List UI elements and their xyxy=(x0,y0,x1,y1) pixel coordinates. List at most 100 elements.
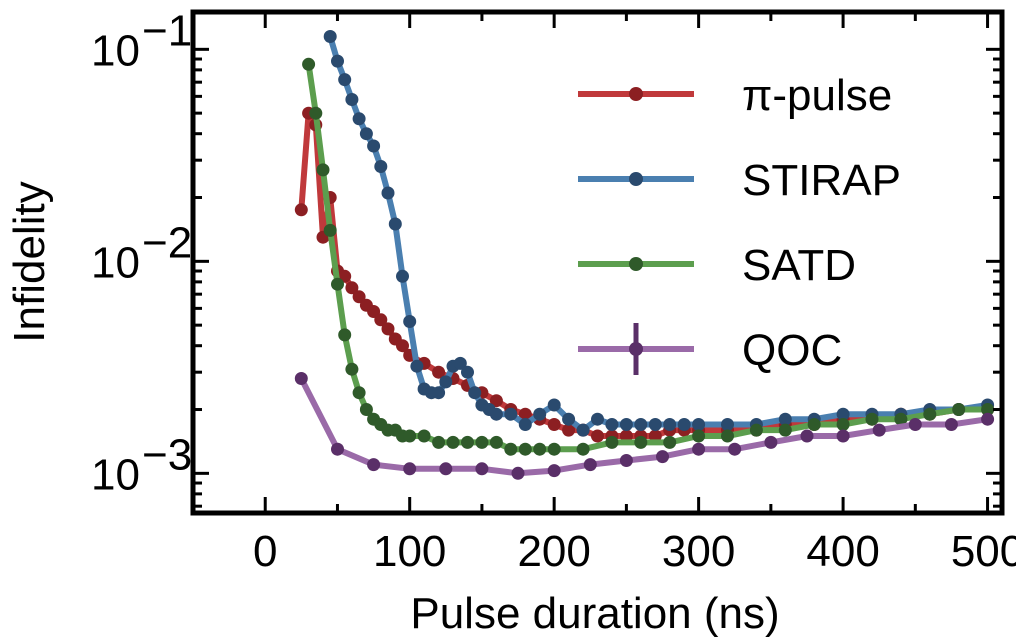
data-point-1-26 xyxy=(533,407,547,421)
legend-label-0: π-pulse xyxy=(742,71,892,120)
data-point-3-16 xyxy=(872,423,886,437)
data-point-2-0 xyxy=(302,57,316,71)
data-point-2-8 xyxy=(359,403,373,416)
data-point-1-40 xyxy=(778,412,792,426)
data-point-2-33 xyxy=(807,418,821,431)
data-point-0-8 xyxy=(352,290,366,304)
data-point-3-0 xyxy=(294,372,308,385)
x-tick-label: 200 xyxy=(517,527,590,576)
data-point-1-10 xyxy=(396,269,409,283)
x-tick-label: 100 xyxy=(373,527,446,576)
data-point-3-9 xyxy=(619,454,633,467)
data-point-2-1 xyxy=(309,106,323,120)
data-point-2-34 xyxy=(836,418,850,431)
data-point-2-6 xyxy=(345,362,359,376)
data-point-1-15 xyxy=(432,386,446,400)
data-point-2-30 xyxy=(721,429,734,443)
y-tick-label-exponent: −3 xyxy=(142,430,192,479)
data-point-2-37 xyxy=(923,407,937,421)
data-point-2-38 xyxy=(952,403,966,416)
data-point-2-4 xyxy=(331,277,344,291)
y-tick-label: 10 xyxy=(91,450,140,499)
data-point-1-19 xyxy=(461,365,474,379)
data-point-2-21 xyxy=(504,442,518,456)
data-point-3-19 xyxy=(981,412,995,426)
legend-label-1: STIRAP xyxy=(742,156,901,205)
data-point-2-17 xyxy=(446,435,460,449)
data-point-0-12 xyxy=(381,322,395,336)
legend-label-3: QOC xyxy=(742,326,842,375)
series-layer xyxy=(294,30,995,480)
y-tick-label-exponent: −1 xyxy=(142,6,192,55)
legend-entry-0: π-pulse xyxy=(578,71,892,120)
data-point-0-21 xyxy=(489,394,503,408)
data-point-3-17 xyxy=(908,418,922,431)
data-point-1-4 xyxy=(352,112,366,126)
legend-marker-1 xyxy=(629,172,643,186)
data-point-1-30 xyxy=(591,412,604,426)
data-point-1-35 xyxy=(663,418,677,431)
data-point-1-34 xyxy=(648,418,662,431)
data-point-1-9 xyxy=(388,217,402,231)
legend-marker-2 xyxy=(629,257,643,271)
data-point-1-31 xyxy=(605,418,619,431)
data-point-3-1 xyxy=(331,442,344,456)
data-point-3-15 xyxy=(836,429,850,443)
data-point-1-29 xyxy=(576,423,590,437)
series-line-2 xyxy=(305,61,991,453)
data-point-0-26 xyxy=(562,423,576,437)
data-point-2-14 xyxy=(403,429,417,443)
data-point-2-39 xyxy=(981,403,995,416)
data-point-3-2 xyxy=(367,458,381,472)
data-point-3-11 xyxy=(692,442,706,456)
data-point-2-22 xyxy=(518,442,532,456)
legend: π-pulse STIRAP SATD QOC xyxy=(578,71,901,375)
data-point-1-42 xyxy=(836,407,850,421)
legend-marker-3 xyxy=(629,342,643,356)
legend-label-2: SATD xyxy=(742,241,856,290)
data-point-1-12 xyxy=(410,359,424,373)
data-point-1-1 xyxy=(331,54,344,68)
data-point-1-8 xyxy=(381,186,395,200)
data-point-1-28 xyxy=(562,412,576,426)
data-point-2-2 xyxy=(316,163,330,177)
legend-entry-2: SATD xyxy=(578,241,856,290)
data-point-3-5 xyxy=(475,462,489,476)
data-point-2-23 xyxy=(533,442,547,456)
x-tick-label: 500 xyxy=(951,527,1016,576)
data-point-1-33 xyxy=(634,418,648,431)
data-point-1-20 xyxy=(468,386,482,400)
data-point-0-23 xyxy=(518,407,532,421)
data-point-2-28 xyxy=(663,435,677,449)
legend-entry-3: QOC xyxy=(578,323,842,375)
data-point-2-7 xyxy=(352,386,366,400)
data-point-2-36 xyxy=(894,412,908,426)
x-tick-label: 400 xyxy=(806,527,879,576)
data-point-1-23 xyxy=(489,407,503,421)
data-point-0-32 xyxy=(648,429,662,443)
data-point-2-5 xyxy=(338,328,352,342)
data-point-0-11 xyxy=(374,313,388,327)
data-point-3-18 xyxy=(944,418,958,431)
legend-entry-1: STIRAP xyxy=(578,156,901,205)
data-point-1-6 xyxy=(367,139,381,153)
data-point-2-26 xyxy=(605,435,619,449)
y-axis-label: Infidelity xyxy=(5,181,54,342)
data-point-0-14 xyxy=(396,339,409,353)
data-point-2-32 xyxy=(778,423,792,437)
data-point-2-19 xyxy=(475,435,489,449)
data-point-3-10 xyxy=(656,450,669,464)
data-point-1-7 xyxy=(374,160,388,173)
data-point-2-29 xyxy=(692,429,706,443)
x-axis-label: Pulse duration (ns) xyxy=(410,589,779,638)
data-point-0-25 xyxy=(547,418,561,431)
data-point-3-3 xyxy=(403,462,417,476)
data-point-1-36 xyxy=(677,418,691,431)
series-1 xyxy=(323,30,995,437)
data-point-2-35 xyxy=(865,412,879,426)
data-point-1-32 xyxy=(619,418,633,431)
y-tick-label-exponent: −2 xyxy=(142,218,192,267)
data-point-3-12 xyxy=(728,442,742,456)
